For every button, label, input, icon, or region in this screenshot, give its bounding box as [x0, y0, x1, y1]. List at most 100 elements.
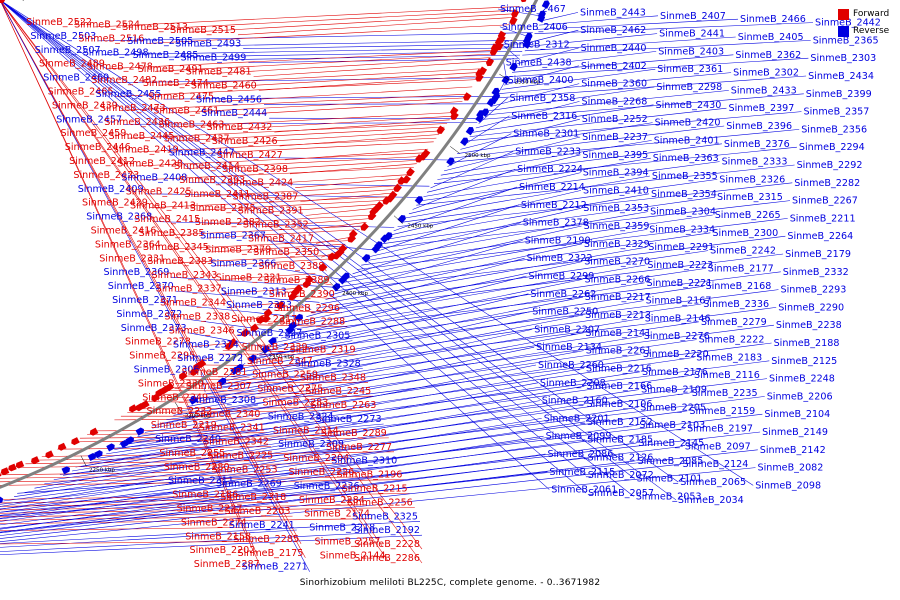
leader-line: [180, 335, 642, 412]
leader-line: [444, 136, 581, 172]
gene-label-right: SinmeB_2168: [706, 281, 772, 292]
gene-label-left: SinmeB_2227: [177, 504, 243, 515]
leader-line: [124, 122, 478, 125]
gene-label-left: SinmeB_2364: [95, 239, 161, 250]
gene-label-right: SinmeB_2358: [510, 93, 576, 104]
gene-label-right: SinmeB_2208: [540, 378, 606, 389]
gene-label-left: SinmeB_2507: [35, 45, 101, 56]
leader-line: [145, 193, 421, 198]
forward-feature-glyph: [225, 341, 234, 351]
gene-label-right: SinmeB_2211: [790, 213, 856, 224]
gene-label-right: SinmeB_2376: [724, 139, 790, 150]
forward-feature-glyph: [327, 252, 337, 261]
gene-label-left: SinmeB_2446: [65, 142, 131, 153]
gene-label-left: SinmeB_2473: [100, 103, 166, 114]
leader-line: [536, 18, 739, 30]
leader-line: [440, 140, 652, 176]
leader-line: [267, 240, 374, 251]
leader-line: [224, 311, 531, 382]
leader-line: [0, 0, 677, 501]
leader-line: [236, 303, 702, 373]
right-labels: SinmeB_2467 SinmeB_2443 SinmeB_2407 SinmeB_…: [500, 4, 881, 506]
gene-label-right: SinmeB_2433: [731, 85, 797, 96]
forward-feature-glyph: [45, 450, 54, 459]
gene-label-right: SinmeB_2302: [733, 68, 799, 79]
leader-line: [16, 462, 352, 468]
leader-line: [311, 253, 784, 313]
scale-tick-label: 2400 kbp: [342, 291, 368, 297]
gene-label-right: SinmeB_2332: [783, 267, 849, 278]
forward-feature-glyph: [241, 328, 250, 337]
legend-reverse-swatch: [838, 26, 849, 37]
gene-label-left: SinmeB_2186: [172, 490, 238, 501]
gene-label-left: SinmeB_2413: [130, 200, 196, 211]
leader-line: [0, 501, 289, 507]
leader-line: [0, 435, 544, 519]
forward-feature-glyph: [276, 300, 286, 310]
gene-label-right: SinmeB_2466: [740, 14, 806, 25]
leader-line: [53, 392, 690, 480]
gene-label-right: SinmeB_2276: [644, 331, 710, 342]
reverse-feature-glyph: [268, 337, 277, 346]
leader-line: [202, 214, 374, 225]
gene-label-left: SinmeB_2286: [354, 553, 420, 564]
leader-line: [0, 0, 635, 479]
leader-line: [0, 421, 585, 510]
leader-line: [195, 39, 529, 47]
genome-backbone-arc: [0, 0, 539, 489]
gene-label-left: SinmeB_2202: [190, 545, 256, 556]
gene-label-right: SinmeB_2282: [794, 178, 860, 189]
leader-line: [157, 393, 326, 395]
gene-label-left: SinmeB_2346: [169, 325, 235, 336]
gene-label-left: SinmeB_2158: [185, 531, 251, 542]
leader-line: [0, 446, 683, 529]
legend-reverse-label: Reverse: [853, 26, 890, 36]
leader-line: [97, 374, 693, 459]
gene-label-right: SinmeB_2378: [523, 218, 589, 229]
gene-label-left: SinmeB_2337: [156, 284, 222, 295]
leader-line: [3, 410, 688, 502]
gene-label-right: SinmeB_2213: [585, 310, 651, 321]
gene-label-right: SinmeB_2205: [640, 402, 706, 413]
scale-tick-label: 2250 kbp: [89, 468, 115, 474]
gene-label-right: SinmeB_2264: [787, 231, 853, 242]
leader-line: [0, 534, 423, 555]
gene-label-right: SinmeB_2124: [683, 459, 749, 470]
leader-line: [0, 493, 410, 500]
gene-label-right: SinmeB_2115: [549, 467, 615, 478]
leader-line: [159, 68, 484, 86]
leader-line: [180, 141, 434, 155]
gene-label-left: SinmeB_2314: [273, 425, 339, 436]
leader-line: [237, 17, 514, 36]
gene-label-left: SinmeB_2427: [217, 150, 283, 161]
forward-feature-glyph: [15, 460, 25, 469]
leader-line: [352, 222, 521, 275]
gene-label-right: SinmeB_2238: [776, 320, 842, 331]
reverse-feature-glyph: [486, 98, 495, 107]
gene-label-left: SinmeB_2424: [227, 178, 293, 189]
gene-label-right: SinmeB_2304: [650, 207, 716, 218]
gene-label-left: SinmeB_2285: [233, 534, 299, 545]
gene-label-left: SinmeB_2269: [216, 478, 282, 489]
leader-line: [529, 29, 579, 43]
gene-label-left: SinmeB_2344: [160, 298, 226, 309]
gene-label-left: SinmeB_2340: [195, 409, 261, 420]
leader-line: [377, 200, 791, 249]
leader-line: [365, 211, 649, 262]
gene-label-right: SinmeB_2177: [708, 263, 774, 274]
leader-line: [522, 40, 811, 56]
leader-line: [200, 54, 521, 61]
gene-label-right: SinmeB_2197: [687, 424, 753, 435]
gene-label-left: SinmeB_2391: [238, 206, 304, 217]
reverse-feature-glyph: [61, 466, 71, 475]
reverse-feature-glyph: [509, 63, 518, 72]
leader-line: [0, 0, 587, 494]
leader-line: [325, 243, 582, 300]
gene-label-left: SinmeB_2437: [164, 133, 230, 144]
legend-forward-label: Forward: [853, 9, 890, 19]
gene-label-right: SinmeB_2268: [582, 96, 648, 107]
leader-line: [385, 193, 650, 240]
gene-label-right: SinmeB_2301: [513, 129, 579, 140]
leader-line: [405, 175, 650, 219]
gene-label-left: SinmeB_2203: [225, 506, 291, 517]
